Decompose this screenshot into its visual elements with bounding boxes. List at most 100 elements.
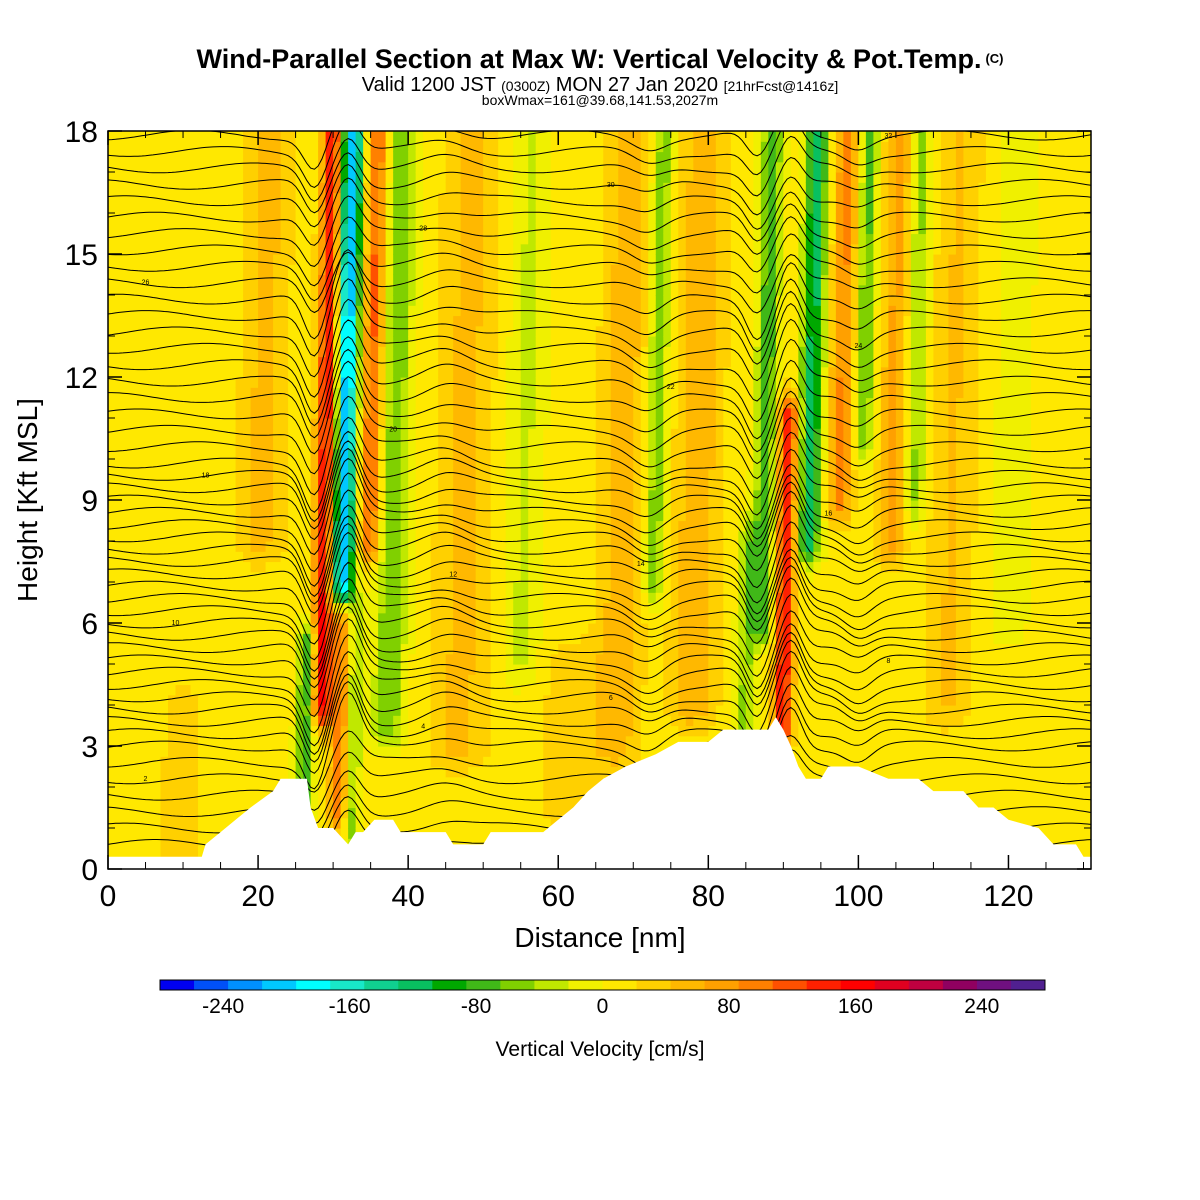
velocity-cell bbox=[243, 223, 252, 235]
velocity-cell bbox=[198, 530, 207, 542]
velocity-cell bbox=[535, 469, 544, 481]
velocity-cell bbox=[483, 366, 492, 378]
velocity-cell bbox=[235, 254, 244, 265]
velocity-cell bbox=[168, 684, 177, 696]
velocity-cell bbox=[318, 489, 327, 501]
velocity-cell bbox=[108, 541, 117, 552]
velocity-cell bbox=[258, 387, 267, 399]
velocity-cell bbox=[490, 705, 499, 716]
velocity-cell bbox=[280, 592, 289, 604]
velocity-cell bbox=[348, 643, 357, 655]
velocity-cell bbox=[115, 766, 124, 778]
velocity-cell bbox=[460, 305, 469, 317]
velocity-cell bbox=[138, 141, 147, 153]
velocity-cell bbox=[558, 643, 567, 655]
velocity-cell bbox=[475, 407, 484, 419]
velocity-cell bbox=[213, 756, 222, 768]
velocity-cell bbox=[430, 612, 439, 624]
velocity-cell bbox=[400, 141, 409, 153]
velocity-cell bbox=[580, 653, 589, 665]
velocity-cell bbox=[168, 397, 177, 409]
velocity-cell bbox=[258, 776, 267, 788]
velocity-cell bbox=[153, 377, 162, 388]
velocity-cell bbox=[153, 469, 162, 481]
velocity-cell bbox=[393, 356, 402, 368]
velocity-cell bbox=[558, 787, 567, 798]
velocity-cell bbox=[445, 274, 454, 286]
velocity-cell bbox=[528, 356, 537, 368]
velocity-cell bbox=[333, 797, 342, 809]
velocity-cell bbox=[460, 530, 469, 542]
velocity-cell bbox=[168, 787, 177, 798]
velocity-cell bbox=[588, 735, 597, 747]
velocity-cell bbox=[550, 664, 559, 675]
velocity-cell bbox=[168, 592, 177, 604]
velocity-cell bbox=[115, 602, 124, 614]
velocity-cell bbox=[355, 582, 364, 593]
velocity-cell bbox=[130, 202, 139, 214]
velocity-cell bbox=[453, 735, 462, 747]
velocity-cell bbox=[160, 489, 169, 501]
velocity-cell bbox=[310, 664, 319, 675]
velocity-cell bbox=[363, 418, 372, 429]
velocity-cell bbox=[175, 192, 184, 204]
velocity-cell bbox=[205, 254, 214, 265]
velocity-cell bbox=[160, 469, 169, 481]
velocity-cell bbox=[303, 643, 312, 655]
velocity-cell bbox=[385, 551, 394, 563]
velocity-cell bbox=[138, 172, 147, 183]
velocity-cell bbox=[520, 674, 529, 686]
velocity-cell bbox=[235, 807, 244, 819]
velocity-cell bbox=[123, 520, 132, 532]
velocity-cell bbox=[475, 705, 484, 716]
velocity-cell bbox=[490, 756, 499, 768]
velocity-cell bbox=[333, 356, 342, 368]
velocity-cell bbox=[498, 807, 507, 819]
velocity-cell bbox=[528, 561, 537, 573]
velocity-cell bbox=[565, 510, 574, 522]
velocity-cell bbox=[138, 582, 147, 593]
velocity-cell bbox=[430, 725, 439, 737]
velocity-cell bbox=[228, 582, 237, 593]
velocity-cell bbox=[595, 213, 604, 224]
velocity-cell bbox=[265, 356, 274, 368]
velocity-cell bbox=[573, 295, 582, 306]
velocity-cell bbox=[250, 325, 259, 337]
velocity-cell bbox=[190, 705, 199, 716]
velocity-cell bbox=[408, 797, 417, 809]
velocity-cell bbox=[543, 161, 552, 173]
velocity-cell bbox=[168, 366, 177, 378]
velocity-cell bbox=[183, 715, 192, 727]
velocity-cell bbox=[318, 664, 327, 675]
velocity-cell bbox=[190, 684, 199, 696]
velocity-cell bbox=[505, 582, 514, 593]
velocity-cell bbox=[415, 582, 424, 593]
velocity-cell bbox=[348, 756, 357, 768]
velocity-cell bbox=[333, 418, 342, 429]
velocity-cell bbox=[183, 664, 192, 675]
velocity-cell bbox=[528, 817, 537, 829]
velocity-cell bbox=[483, 315, 492, 327]
velocity-cell bbox=[235, 346, 244, 358]
velocity-cell bbox=[415, 438, 424, 450]
velocity-cell bbox=[340, 295, 349, 306]
velocity-cell bbox=[393, 202, 402, 214]
velocity-cell bbox=[558, 561, 567, 573]
velocity-cell bbox=[528, 602, 537, 614]
velocity-cell bbox=[505, 715, 514, 727]
velocity-cell bbox=[280, 418, 289, 429]
velocity-cell bbox=[348, 407, 357, 419]
velocity-cell bbox=[423, 582, 432, 593]
velocity-cell bbox=[483, 192, 492, 204]
velocity-cell bbox=[190, 807, 199, 819]
velocity-cell bbox=[235, 315, 244, 327]
velocity-cell bbox=[370, 735, 379, 747]
velocity-cell bbox=[483, 213, 492, 224]
velocity-cell bbox=[363, 725, 372, 737]
velocity-cell bbox=[543, 807, 552, 819]
velocity-cell bbox=[393, 151, 402, 163]
velocity-cell bbox=[430, 325, 439, 337]
velocity-cell bbox=[445, 756, 454, 768]
velocity-cell bbox=[595, 705, 604, 716]
velocity-cell bbox=[228, 725, 237, 737]
